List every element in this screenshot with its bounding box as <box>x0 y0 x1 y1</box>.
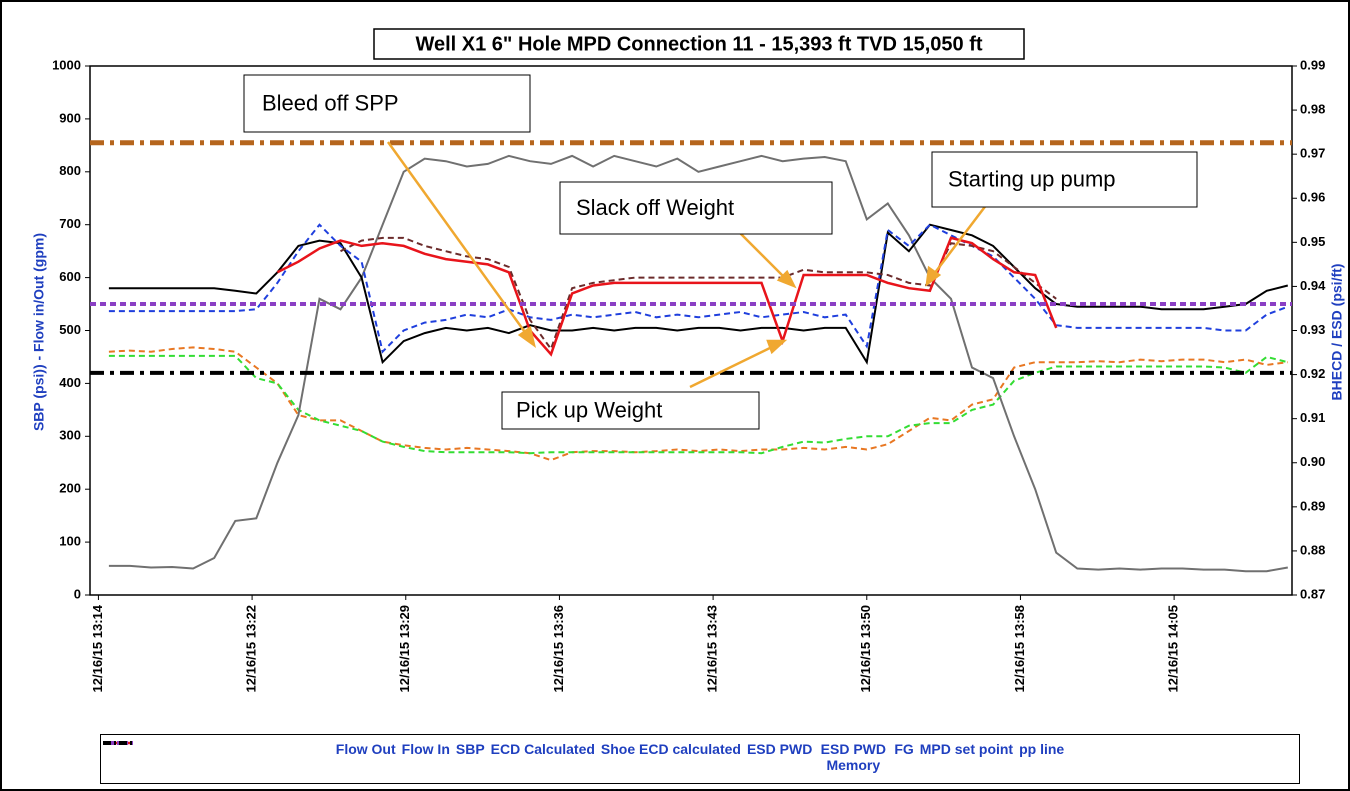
series-line <box>108 346 1288 462</box>
series-layer <box>90 140 1292 573</box>
legend-label: ESD PWD <box>746 741 813 757</box>
legend-item: FG <box>103 741 914 757</box>
legend-swatch <box>103 741 133 745</box>
annotation: Starting up pump <box>948 166 1116 191</box>
legend-label: Flow In <box>401 741 450 757</box>
legend-item: ESD PWD <box>103 741 813 757</box>
series-line <box>108 154 1288 573</box>
legend-label: Shoe ECD calculated <box>600 741 741 757</box>
plot-area <box>89 65 1293 596</box>
annotation: Pick up Weight <box>516 397 662 422</box>
y2-tick-label: 0.95 <box>1300 234 1325 249</box>
y2-tick-label: 0.92 <box>1300 366 1325 381</box>
y2-tick-label: 0.91 <box>1300 410 1325 425</box>
y-tick-label: 400 <box>59 375 81 390</box>
x-tick-label: 12/16/15 14:05 <box>1166 605 1181 692</box>
y-tick-label: 100 <box>59 534 81 549</box>
y2-tick-label: 0.89 <box>1300 498 1325 513</box>
arrow-head <box>517 325 536 348</box>
y-tick-label: 800 <box>59 163 81 178</box>
annotation-box <box>501 391 760 430</box>
arrow-head <box>925 265 942 287</box>
y-tick-label: 300 <box>59 428 81 443</box>
y-tick-label: 0 <box>74 586 81 601</box>
y2-tick-label: 0.96 <box>1300 190 1325 205</box>
arrow-head <box>776 269 797 289</box>
annotation-box <box>559 181 833 235</box>
y2-tick-label: 0.94 <box>1300 278 1326 293</box>
legend-item: MPD set point <box>103 741 1014 757</box>
legend-item: SBP <box>103 741 485 757</box>
legend-label: pp line <box>1019 741 1065 757</box>
series-line <box>108 354 1289 455</box>
legend-label: Flow Out <box>335 741 396 757</box>
arrow <box>933 203 988 275</box>
x-tick-label: 12/16/15 13:36 <box>551 605 566 692</box>
y-axis-label: SBP (psi)) - Flow in/Out (gpm) <box>31 233 47 431</box>
legend-item: Flow Out <box>103 741 396 757</box>
arrow-head <box>766 339 788 355</box>
annotation-box <box>931 151 1198 208</box>
x-tick-label: 12/16/15 13:50 <box>858 605 873 692</box>
x-tick-label: 12/16/15 13:22 <box>244 605 259 692</box>
legend-item: Shoe ECD calculated <box>103 741 741 757</box>
x-tick-label: 12/16/15 13:43 <box>705 605 720 692</box>
series-line <box>276 236 1058 357</box>
y-tick-label: 700 <box>59 216 81 231</box>
y2-tick-label: 0.97 <box>1300 146 1325 161</box>
x-tick-label: 12/16/15 13:14 <box>90 604 105 692</box>
chart-title: Well X1 6" Hole MPD Connection 11 - 15,3… <box>415 33 982 55</box>
x-tick-label: 12/16/15 13:29 <box>397 605 412 692</box>
y-tick-label: 600 <box>59 269 81 284</box>
annotation-arrows <box>386 141 988 389</box>
legend-item: ESD PWD Memory <box>103 741 888 773</box>
y-tick-label: 200 <box>59 481 81 496</box>
legend-label: MPD set point <box>919 741 1014 757</box>
title-box <box>373 28 1025 60</box>
legend-item: pp line <box>103 741 1065 757</box>
x-tick-label: 12/16/15 13:58 <box>1012 605 1027 692</box>
y2-tick-label: 0.99 <box>1300 57 1325 72</box>
y-tick-label: 500 <box>59 322 81 337</box>
legend-item: Flow In <box>103 741 450 757</box>
annotation-box <box>243 74 531 133</box>
legend: Flow Out Flow In SBP ECD Calculated Shoe ECD… <box>100 734 1300 784</box>
legend-label: ECD Calculated <box>490 741 595 757</box>
y2-tick-label: 0.90 <box>1300 454 1325 469</box>
y2-axis-label: BHECD / ESD (psi/ft) <box>1329 264 1345 401</box>
legend-item: ECD Calculated <box>103 741 595 757</box>
arrow <box>386 141 529 336</box>
arrow <box>689 344 775 389</box>
y2-tick-label: 0.98 <box>1300 102 1325 117</box>
legend-label: ESD PWD Memory <box>820 741 886 773</box>
arrow <box>736 229 786 279</box>
y2-tick-label: 0.88 <box>1300 542 1325 557</box>
legend-swatch <box>103 741 133 745</box>
y2-tick-label: 0.93 <box>1300 322 1325 337</box>
y-tick-label: 1000 <box>52 57 81 72</box>
y2-tick-label: 0.87 <box>1300 586 1325 601</box>
y-tick-label: 900 <box>59 110 81 125</box>
legend-label: SBP <box>455 741 485 757</box>
series-line <box>108 223 1289 354</box>
annotation: Slack off Weight <box>576 195 734 220</box>
legend-label: FG <box>894 741 914 757</box>
series-line <box>108 223 1289 366</box>
annotation: Bleed off SPP <box>262 90 399 115</box>
